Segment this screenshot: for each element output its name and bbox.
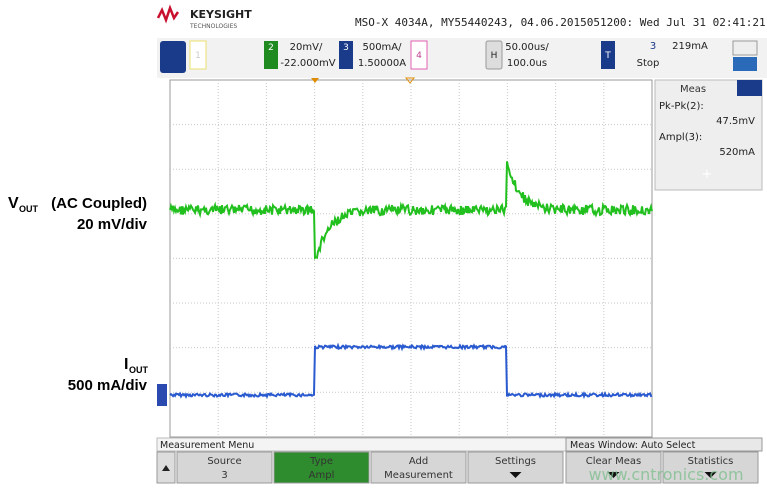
horizontal-key[interactable] [485,40,503,70]
cursor-icon[interactable] [733,57,757,71]
meas-item-value: 47.5mV [716,116,755,127]
channel-bar [157,38,767,78]
header-info: MSO-X 4034A, MY55440243, 04.06.201505120… [355,16,767,29]
softkey-label: Statistics [688,456,734,467]
ch3-waveform [169,342,653,400]
meas-item-name: Pk-Pk(2): [659,101,704,112]
meas-window-label: Meas Window: Auto Select [570,440,696,451]
ch2-scale: 20mV/ [290,42,323,53]
softkey-arrow [607,472,620,478]
horizontal-delay: 100.0us [507,58,547,69]
meas-panel [654,79,763,191]
meas-close[interactable] [737,80,762,96]
waveform-area [157,78,654,438]
softkey[interactable] [273,451,370,484]
ch4-number: 4 [416,51,422,61]
ch3-offset: 1.50000A [358,58,406,69]
softkey-label: Clear Meas [586,456,641,467]
softkey-label: Source [207,456,241,467]
ch4-key[interactable] [410,40,428,70]
trigger-mode: Stop [637,58,660,69]
meas-title: Meas [680,84,706,95]
ch2-waveform [169,161,653,260]
softkey[interactable] [176,451,273,484]
delay-marker [404,77,416,84]
trigger-marker [311,78,319,83]
softkey-value: Measurement [384,470,453,481]
ch3-ground-marker [157,384,167,406]
trigger-source: 3 [650,41,656,52]
softkey-label: Add [409,456,428,467]
meas-item-name: Ampl(3): [659,132,702,143]
horizontal-letter: H [491,51,498,61]
brand: KEYSIGHT [190,8,252,21]
trigger-level: 219mA [672,41,708,52]
meas-window [565,437,763,452]
back-arrow [162,465,170,471]
softkey-value: Ampl [309,470,335,481]
header [157,0,767,38]
iout-label: I [124,356,128,373]
iout-scale: 500 mA/div [68,377,148,394]
logo [156,4,180,24]
vout-scale: 20 mV/div [77,216,148,233]
vout-coupling: (AC Coupled) [51,195,147,212]
softkey-label: Type [309,456,333,467]
menu-title: Measurement Menu [160,440,254,451]
brand-sub: TECHNOLOGIES [189,23,237,30]
ch1-number: 1 [195,51,201,61]
ch1-key[interactable] [189,40,207,70]
iout-sub: OUT [129,365,149,375]
vout-label: V [8,195,19,212]
softkey-arrow [704,472,717,478]
ch2-key[interactable] [264,41,278,69]
trigger-key[interactable] [601,41,615,69]
softkey-label: Settings [495,456,536,467]
ch3-key[interactable] [339,41,353,69]
ch3-number: 3 [343,43,349,53]
softkey-arrow [509,472,522,478]
watermark: www.cntronics.com [588,465,743,484]
trigger-letter: T [604,51,611,61]
softkey-value: 3 [221,470,227,481]
vout-sub: OUT [19,204,39,214]
meas-item-value: 520mA [719,147,755,158]
softkey[interactable] [370,451,467,484]
menu-icon[interactable] [160,41,186,73]
display-icon[interactable] [732,40,758,56]
ch2-offset: -22.000mV [280,58,335,69]
ch2-number: 2 [268,43,274,53]
ch3-scale: 500mA/ [362,42,402,53]
meas-add[interactable]: + [702,167,713,182]
horizontal-scale: 50.00us/ [505,42,549,53]
